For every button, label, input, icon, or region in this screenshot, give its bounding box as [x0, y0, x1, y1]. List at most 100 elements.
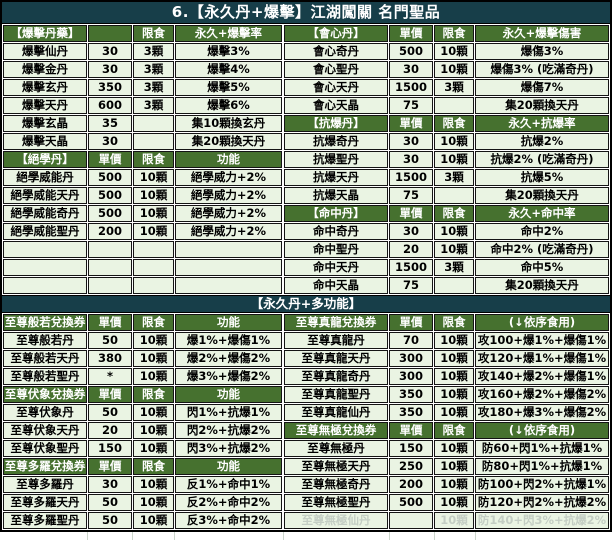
effect-cell: 爆3%+爆傷2% [175, 368, 282, 385]
item-name-cell: 至尊般若兌換券 [3, 314, 87, 331]
limit-cell: 限食 [434, 25, 474, 42]
table-top-right: 【會心丹】 單價 限食 永久+爆擊傷害 會心奇丹 500 10顆 爆傷3% 會心聖丹 30 10顆爆… [283, 24, 610, 295]
price-cell: 1500 [389, 169, 433, 186]
item-name-cell: 命中聖丹 [284, 241, 388, 258]
section-header-row: 至尊無極兌換券 單價 限食 (↓依序食用) [284, 422, 609, 439]
item-row: 爆擊玄丹 350 3顆 爆擊5% [3, 79, 282, 96]
effect-cell: 集10顆換玄丹 [175, 115, 282, 132]
effect-cell: 反3%+命中2% [175, 512, 282, 529]
item-name-cell: 爆擊天晶 [3, 133, 87, 150]
price-cell: 500 [389, 43, 433, 60]
limit-cell: 3顆 [133, 79, 174, 96]
price-cell: 75 [389, 277, 433, 294]
item-row: 至尊真龍奇丹 300 10顆 攻140+爆2%+爆傷1% [284, 368, 609, 385]
effect-cell: 抗爆2% [475, 133, 609, 150]
price-cell: 250 [389, 458, 433, 475]
effect-cell: 絕學威力+2% [175, 223, 282, 240]
item-row: 至尊般若丹 50 10顆 爆1%+爆傷1% [3, 332, 282, 349]
item-name-cell [3, 241, 87, 258]
price-cell: 30 [88, 43, 132, 60]
item-row: 會心天丹 1500 3顆 爆傷7% [284, 79, 609, 96]
item-name-cell: 至尊真龍仙丹 [284, 404, 388, 421]
item-row: 命中天丹 1500 3顆 命中5% [284, 259, 609, 276]
price-cell: 380 [88, 350, 132, 367]
price-cell: 35 [88, 115, 132, 132]
price-cell: 單價 [389, 422, 433, 439]
item-name-cell: 至尊多羅聖丹 [3, 512, 87, 529]
item-name-cell: 至尊般若丹 [3, 332, 87, 349]
limit-cell [133, 259, 174, 276]
item-row: 絕學威能丹 500 10顆 絕學威力+2% [3, 169, 282, 186]
item-name-cell: 至尊般若聖丹 [3, 368, 87, 385]
effect-cell [175, 259, 282, 276]
effect-cell: 爆1%+爆傷1% [175, 332, 282, 349]
effect-cell: (↓依序食用) [475, 314, 609, 331]
item-name-cell: 絕學威能奇丹 [3, 205, 87, 222]
limit-cell [133, 115, 174, 132]
price-cell: 1500 [389, 79, 433, 96]
effect-cell: 命中2% (吃滿奇丹) [475, 241, 609, 258]
effect-cell: 攻100+爆1%+爆傷1% [475, 332, 609, 349]
item-name-cell: 絕學威能聖丹 [3, 223, 87, 240]
price-cell: 單價 [389, 25, 433, 42]
item-name-cell: 命中天晶 [284, 277, 388, 294]
section-header-row: 【爆擊丹藥】 限食 永久+爆擊率 [3, 25, 282, 42]
effect-cell: 絕學威力+2% [175, 187, 282, 204]
item-name-cell: 至尊真龍奇丹 [284, 368, 388, 385]
item-name-cell: 至尊多羅丹 [3, 476, 87, 493]
item-row: 爆擊金丹 30 3顆 爆擊4% [3, 61, 282, 78]
item-row: 至尊無極丹 150 10顆 防60+閃1%+抗爆1% [284, 440, 609, 457]
limit-cell: 10顆 [434, 223, 474, 240]
price-cell: 單價 [389, 115, 433, 132]
price-cell: * [88, 368, 132, 385]
item-name-cell: 至尊無極奇丹 [284, 476, 388, 493]
effect-cell: 爆擊4% [175, 61, 282, 78]
price-cell: 200 [389, 476, 433, 493]
item-name-cell: 爆擊玄丹 [3, 79, 87, 96]
price-cell: 600 [88, 97, 132, 114]
limit-cell: 10顆 [133, 512, 174, 529]
item-row: 爆擊玄晶 35 集10顆換玄丹 [3, 115, 282, 132]
gridline [174, 532, 175, 540]
item-name-cell: 抗爆天晶 [284, 187, 388, 204]
price-cell: 500 [389, 494, 433, 511]
item-row: 至尊伏象天丹 20 10顆 閃2%+抗爆2% [3, 422, 282, 439]
price-cell: 50 [88, 512, 132, 529]
limit-cell: 10顆 [133, 332, 174, 349]
effect-cell: 功能 [175, 314, 282, 331]
price-cell [88, 277, 132, 294]
effect-cell: 命中2% [475, 223, 609, 240]
effect-cell: 功能 [175, 458, 282, 475]
item-name-cell: 會心天晶 [284, 97, 388, 114]
limit-cell: 10顆 [434, 386, 474, 403]
item-name-cell: 至尊無極丹 [284, 440, 388, 457]
price-cell [88, 241, 132, 258]
item-name-cell: 至尊無極兌換券 [284, 422, 388, 439]
price-cell: 30 [389, 151, 433, 168]
item-row: 至尊無極奇丹 200 10顆 防100+閃2%+抗爆1% [284, 476, 609, 493]
item-name-cell: 【爆擊丹藥】 [3, 25, 87, 42]
effect-cell: 集20顆換天丹 [475, 187, 609, 204]
price-cell: 50 [88, 332, 132, 349]
item-name-cell: 會心聖丹 [284, 61, 388, 78]
limit-cell [133, 133, 174, 150]
effect-cell: 集20顆換天丹 [475, 97, 609, 114]
item-name-cell: 爆擊金丹 [3, 61, 87, 78]
item-row: 至尊般若天丹 380 10顆 爆2%+爆傷2% [3, 350, 282, 367]
limit-cell: 10顆 [133, 169, 174, 186]
section-header-row: 至尊真龍兌換券 單價 限食 (↓依序食用) [284, 314, 609, 331]
item-name-cell: 抗爆聖丹 [284, 151, 388, 168]
item-name-cell: 至尊伏象兌換券 [3, 386, 87, 403]
item-name-cell: 絕學威能天丹 [3, 187, 87, 204]
item-name-cell: 至尊多羅兌換券 [3, 458, 87, 475]
section-header-row: 至尊般若兌換券 單價 限食 功能 [3, 314, 282, 331]
price-cell: 30 [88, 61, 132, 78]
item-row: 至尊多羅聖丹 50 10顆 反3%+命中2% [3, 512, 282, 529]
gridline [434, 532, 435, 540]
limit-cell: 限食 [133, 25, 174, 42]
table-bottom-right: 至尊真龍兌換券 單價 限食 (↓依序食用) 至尊真龍丹 70 10顆 攻100+爆1%+爆傷1… [283, 313, 610, 530]
limit-cell: 10顆 [133, 223, 174, 240]
item-row: 至尊伏象丹 50 10顆 閃1%+抗爆1% [3, 404, 282, 421]
item-row: 命中天晶 75 集20顆換天丹 [284, 277, 609, 294]
price-cell: 50 [88, 404, 132, 421]
